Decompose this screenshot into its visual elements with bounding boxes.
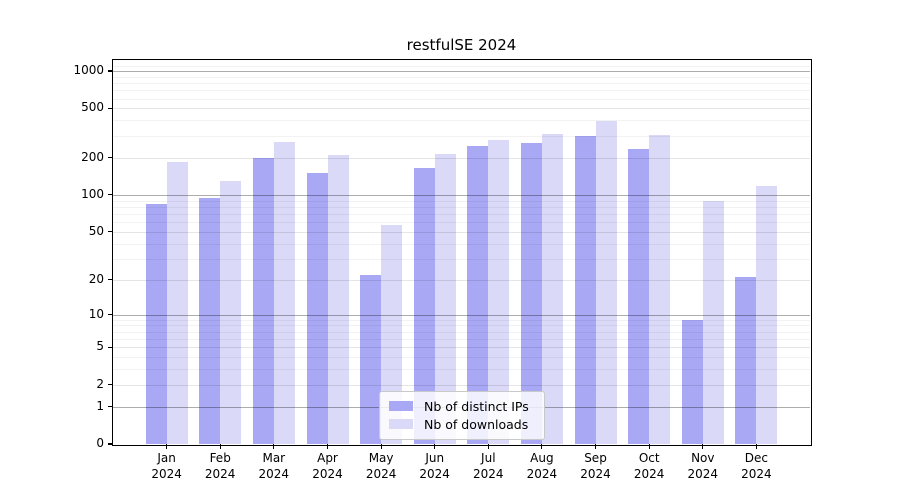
x-tick-label-oct: Oct 2024 (633, 451, 665, 481)
gridline-100 (113, 194, 810, 196)
bar-may-downloads (381, 224, 403, 444)
x-tick-label-mar: Mar 2024 (258, 451, 290, 481)
y-tick-label-500: 500 (81, 100, 104, 115)
y-tick-mark (108, 346, 113, 348)
x-tick-mark (219, 444, 221, 449)
gridline-500 (113, 108, 810, 110)
plot-area (113, 60, 810, 444)
legend-item-distinct-ips: Nb of distinct IPs (389, 397, 536, 415)
y-tick-label-10: 10 (88, 306, 104, 321)
y-tick-label-1: 1 (96, 398, 104, 413)
minor-gridline (113, 135, 810, 137)
bar-aug-distinct-ips (520, 143, 542, 444)
bar-sep-distinct-ips (574, 135, 596, 444)
x-tick-label-jan: Jan 2024 (151, 451, 182, 481)
gridline-200 (113, 157, 810, 159)
minor-gridline (113, 90, 810, 92)
x-tick-mark (326, 444, 329, 449)
x-tick-label-jul: Jul 2024 (473, 451, 504, 481)
minor-gridline (113, 120, 810, 122)
x-tick-mark (166, 444, 168, 449)
legend: Nb of distinct IPs Nb of downloads (379, 391, 545, 440)
bar-sep-downloads (595, 121, 617, 444)
x-tick-label-sep: Sep 2024 (580, 451, 611, 481)
y-tick-mark (108, 384, 113, 386)
y-tick-label-100: 100 (81, 186, 104, 201)
minor-gridline (113, 76, 810, 78)
legend-item-downloads: Nb of downloads (389, 415, 536, 433)
y-tick-label-200: 200 (81, 149, 104, 164)
bar-feb-distinct-ips (199, 197, 221, 444)
bar-oct-distinct-ips (628, 149, 650, 444)
bar-apr-distinct-ips (306, 173, 328, 444)
x-tick-mark (487, 444, 489, 449)
y-tick-mark (108, 279, 113, 281)
y-tick-label-5: 5 (96, 339, 104, 354)
bar-dec-downloads (756, 186, 778, 444)
bar-mar-distinct-ips (252, 157, 274, 444)
bar-dec-distinct-ips (735, 277, 757, 444)
x-tick-label-aug: Aug 2024 (526, 451, 558, 481)
legend-label-distinct-ips: Nb of distinct IPs (424, 398, 529, 414)
y-tick-mark (108, 231, 113, 233)
y-tick-mark (108, 70, 113, 72)
x-tick-mark (702, 444, 704, 449)
bar-nov-downloads (702, 200, 724, 444)
bar-jan-downloads (166, 162, 188, 444)
y-tick-mark (108, 313, 113, 316)
bar-jun-downloads (434, 154, 456, 444)
bar-jul-downloads (488, 140, 510, 444)
bar-may-distinct-ips (360, 274, 382, 444)
y-tick-mark (108, 157, 113, 159)
y-tick-mark (108, 443, 113, 445)
bar-oct-downloads (649, 134, 671, 444)
bar-feb-downloads (220, 180, 242, 444)
bar-jul-distinct-ips (467, 145, 489, 444)
x-tick-label-dec: Dec 2024 (741, 451, 772, 481)
y-tick-mark (108, 406, 113, 408)
bar-nov-distinct-ips (681, 319, 703, 444)
bar-apr-downloads (327, 155, 349, 444)
bar-mar-downloads (273, 141, 295, 444)
y-tick-label-50: 50 (88, 223, 104, 238)
minor-gridline (113, 83, 810, 84)
y-tick-label-2: 2 (96, 376, 104, 391)
y-tick-mark (108, 194, 113, 196)
x-tick-mark (594, 444, 597, 449)
gridline-1000 (113, 71, 810, 72)
x-tick-mark (541, 444, 543, 449)
y-tick-mark (108, 107, 113, 109)
x-tick-label-nov: Nov 2024 (687, 451, 719, 481)
x-tick-label-jun: Jun 2024 (419, 451, 450, 481)
y-tick-label-0: 0 (96, 436, 104, 450)
legend-swatch-distinct-ips (389, 401, 413, 411)
x-tick-mark (273, 444, 275, 449)
bar-jun-distinct-ips (413, 168, 435, 444)
minor-gridline (113, 65, 810, 67)
x-tick-mark (434, 444, 436, 449)
y-tick-label-20: 20 (88, 271, 104, 286)
x-tick-mark (380, 444, 382, 449)
legend-label-downloads: Nb of downloads (424, 416, 529, 432)
x-tick-label-apr: Apr 2024 (312, 451, 343, 481)
bar-aug-downloads (541, 133, 563, 444)
y-tick-label-1000: 1000 (73, 63, 104, 77)
legend-swatch-downloads (389, 419, 413, 429)
x-tick-label-may: May 2024 (365, 451, 397, 481)
chart-title: restfulSE 2024 (406, 36, 517, 54)
bar-jan-distinct-ips (145, 203, 167, 444)
x-tick-mark (648, 444, 650, 449)
x-tick-mark (755, 444, 757, 449)
x-tick-label-feb: Feb 2024 (204, 451, 236, 481)
minor-gridline (113, 98, 810, 100)
